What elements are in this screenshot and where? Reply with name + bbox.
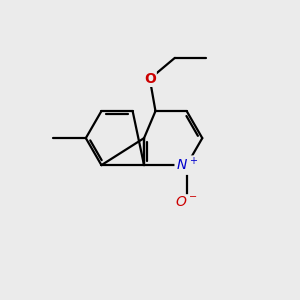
Text: $N^+$: $N^+$ [176,157,198,174]
Text: O: O [144,72,156,86]
Text: $O^-$: $O^-$ [175,195,198,209]
